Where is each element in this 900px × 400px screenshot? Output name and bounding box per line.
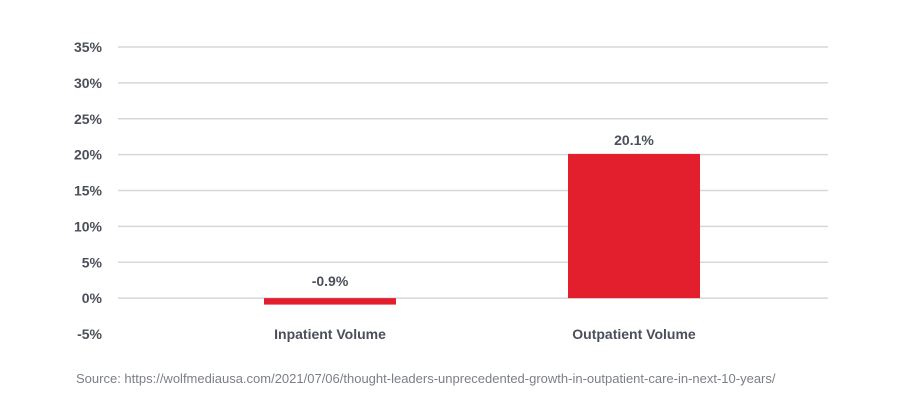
- y-tick-label: 35%: [74, 39, 103, 55]
- y-tick-label: -5%: [77, 326, 102, 342]
- category-label: Outpatient Volume: [572, 326, 696, 342]
- y-axis-ticks: 35% 30% 25% 20% 15% 10% 5% 0% -5%: [74, 39, 103, 342]
- y-tick-label: 20%: [74, 147, 103, 163]
- category-label: Inpatient Volume: [274, 326, 386, 342]
- y-tick-label: 10%: [74, 218, 103, 234]
- y-tick-label: 25%: [74, 111, 103, 127]
- bar-value-label: 20.1%: [614, 132, 654, 148]
- bar: [264, 298, 396, 305]
- category-labels: Inpatient Volume Outpatient Volume: [274, 326, 696, 342]
- source-note: Source: https://wolfmediausa.com/2021/07…: [76, 371, 776, 386]
- bar: [568, 153, 700, 299]
- y-tick-label: 15%: [74, 183, 103, 199]
- data-labels: -0.9% 20.1%: [312, 132, 655, 289]
- bar-value-label: -0.9%: [312, 273, 349, 289]
- bars: [264, 153, 700, 305]
- bar-chart: 35% 30% 25% 20% 15% 10% 5% 0% -5% -0.9% 20.1% Inp…: [74, 39, 828, 342]
- y-tick-label: 5%: [82, 254, 103, 270]
- grid-lines: [118, 46, 828, 299]
- y-tick-label: 0%: [82, 290, 103, 306]
- y-tick-label: 30%: [74, 75, 103, 91]
